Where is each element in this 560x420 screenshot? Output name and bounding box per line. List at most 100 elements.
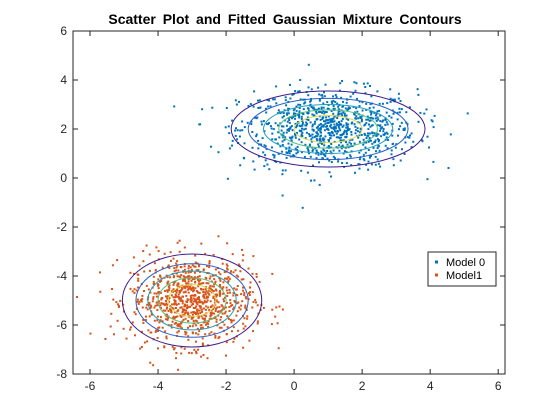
scatter-point-model-0 [292,154,295,157]
scatter-point-model-0 [375,150,377,153]
scatter-point-model-1 [210,280,213,283]
scatter-point-model-0 [249,103,252,106]
scatter-point-model-1 [173,347,176,350]
scatter-point-model-1 [238,306,241,309]
scatter-point-model-0 [349,138,352,141]
scatter-point-model-0 [336,102,339,105]
scatter-point-model-0 [274,122,277,125]
scatter-point-model-1 [232,308,235,311]
scatter-point-model-0 [272,128,275,131]
scatter-point-model-1 [138,300,141,303]
scatter-point-model-0 [349,155,352,158]
scatter-point-model-1 [170,294,173,297]
scatter-point-model-1 [236,310,239,313]
scatter-point-model-1 [235,274,238,277]
scatter-point-model-1 [131,321,134,324]
scatter-point-model-1 [197,301,200,304]
plot-area [73,31,505,374]
scatter-point-model-1 [203,301,206,304]
scatter-point-model-0 [304,143,307,146]
scatter-point-model-1 [180,289,183,292]
scatter-point-model-1 [196,275,199,278]
scatter-point-model-0 [356,127,359,130]
scatter-point-model-0 [364,92,367,95]
scatter-point-model-0 [354,125,357,128]
scatter-point-model-1 [201,337,204,340]
scatter-point-model-1 [208,286,211,289]
scatter-point-model-0 [373,132,376,135]
scatter-point-model-0 [292,113,295,115]
contour-line [230,90,426,168]
scatter-point-model-0 [325,111,328,114]
scatter-point-model-0 [308,143,311,146]
scatter-point-model-0 [298,111,301,114]
scatter-point-model-0 [306,147,309,150]
scatter-point-model-0 [319,141,322,144]
scatter-point-model-0 [288,129,290,132]
scatter-point-model-0 [390,149,393,152]
scatter-point-model-1 [208,266,211,268]
scatter-point-model-0 [256,116,259,119]
scatter-point-model-1 [228,310,231,312]
scatter-point-model-1 [143,270,146,273]
scatter-point-model-0 [328,108,331,111]
scatter-point-model-1 [148,301,151,304]
scatter-point-model-0 [341,132,344,135]
scatter-point-model-1 [178,250,181,253]
scatter-point-model-1 [180,274,183,277]
scatter-point-model-0 [284,169,287,172]
scatter-point-model-1 [215,299,218,302]
scatter-point-model-0 [397,134,399,137]
scatter-point-model-1 [198,291,201,294]
scatter-point-model-0 [228,132,231,135]
scatter-point-model-1 [99,271,101,274]
scatter-point-model-0 [381,120,384,123]
scatter-point-model-1 [99,290,102,293]
scatter-point-model-1 [172,288,175,291]
scatter-point-model-0 [379,114,382,117]
scatter-point-model-1 [220,326,223,329]
scatter-point-model-0 [330,110,333,112]
scatter-point-model-0 [326,157,329,160]
scatter-point-model-1 [232,319,235,322]
scatter-point-model-0 [366,115,369,118]
scatter-point-model-0 [236,138,239,141]
scatter-point-model-0 [271,146,273,149]
scatter-point-model-0 [285,124,288,127]
scatter-point-model-0 [300,151,303,154]
scatter-point-model-0 [277,131,280,134]
scatter-point-model-0 [358,140,361,143]
scatter-point-model-1 [225,286,228,289]
scatter-point-model-0 [337,111,340,114]
scatter-point-model-0 [292,93,295,96]
scatter-point-model-0 [330,100,333,103]
scatter-point-model-0 [378,102,381,105]
scatter-point-model-0 [350,164,353,167]
scatter-point-model-0 [324,135,327,138]
scatter-point-model-0 [340,112,343,115]
scatter-point-model-0 [329,134,332,137]
scatter-point-model-1 [190,301,193,304]
scatter-point-model-1 [184,303,186,306]
scatter-point-model-1 [198,300,201,303]
scatter-point-model-1 [240,278,243,281]
scatter-point-model-1 [189,305,192,308]
scatter-point-model-1 [242,254,245,257]
scatter-point-model-0 [326,107,329,110]
scatter-point-model-1 [221,262,224,265]
scatter-point-model-0 [322,124,325,127]
scatter-point-model-1 [222,298,225,301]
scatter-point-model-0 [286,120,289,123]
scatter-point-model-1 [76,296,78,298]
scatter-point-model-1 [111,288,113,290]
scatter-point-model-1 [212,290,215,292]
scatter-point-model-0 [369,139,372,142]
scatter-point-model-0 [355,107,358,110]
scatter-point-model-0 [294,147,297,150]
scatter-point-model-1 [216,306,219,309]
scatter-point-model-1 [200,315,203,318]
scatter-point-model-1 [179,325,182,328]
scatter-point-model-0 [362,82,365,85]
scatter-point-model-1 [159,319,162,322]
scatter-point-model-1 [239,308,242,311]
